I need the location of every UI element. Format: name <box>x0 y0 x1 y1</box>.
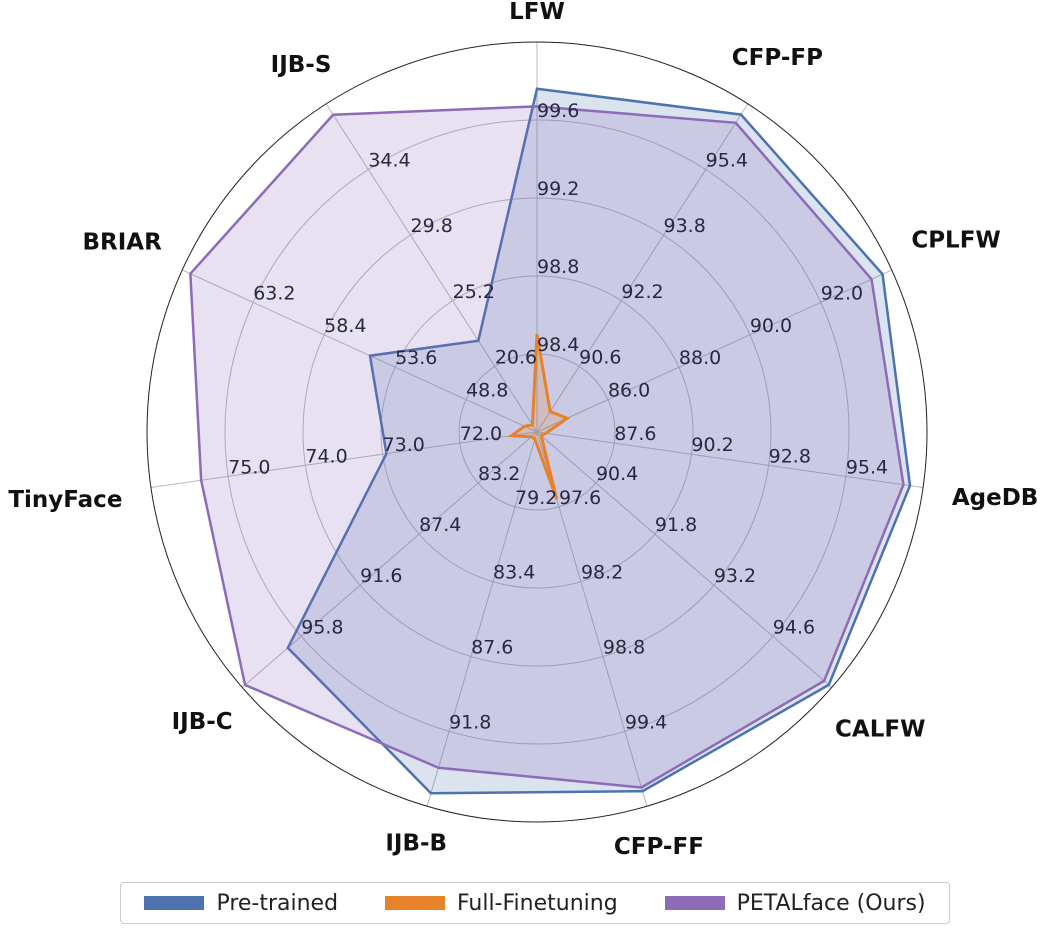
ring-tick-label: 93.2 <box>714 565 756 587</box>
ring-tick-label: 20.6 <box>495 346 537 368</box>
legend-swatch <box>664 896 725 910</box>
axis-label: CFP-FP <box>732 45 823 71</box>
axis-label: IJB-B <box>385 830 447 856</box>
ring-tick-label: 98.4 <box>537 334 579 356</box>
legend-label: PETALface (Ours) <box>736 890 926 916</box>
ring-tick-label: 90.6 <box>579 346 621 368</box>
radar-chart: 98.4 98.8 99.2 99.6 90.6 92.2 93.8 95.4 86.0 88.0… <box>8 0 1039 860</box>
ring-tick-label: 95.4 <box>846 456 888 478</box>
grid-spoke <box>426 431 538 807</box>
grid-spoke <box>536 431 833 688</box>
legend-item-full-finetuning: Full-Finetuning <box>384 890 618 916</box>
legend-swatch <box>384 896 445 910</box>
ring-tick-label: 95.4 <box>706 150 748 172</box>
axis-label: AgeDB <box>952 485 1039 511</box>
series-fill-0 <box>287 88 910 794</box>
legend-swatch <box>144 896 205 910</box>
ring-tick-label: 90.0 <box>750 315 792 337</box>
axis-label: IJB-C <box>172 709 233 735</box>
axis-label: IJB-S <box>271 52 332 78</box>
grid-spoke <box>182 269 538 433</box>
ring-tick-label: 75.0 <box>228 456 270 478</box>
grid-spoke <box>150 431 538 488</box>
ring-tick-label: 25.2 <box>453 281 495 303</box>
ring-tick-label: 86.0 <box>608 380 650 402</box>
ring-tick-label: 53.6 <box>395 347 437 369</box>
ring-tick-label: 93.8 <box>664 215 706 237</box>
series-fill-2 <box>190 106 904 788</box>
ring-tick-label: 87.6 <box>471 637 513 659</box>
axis-label: CPLFW <box>911 228 1000 254</box>
ring-tick-label: 91.8 <box>449 711 491 733</box>
ring-tick-label: 48.8 <box>466 380 508 402</box>
ring-tick-label: 91.8 <box>655 514 697 536</box>
series-line-0 <box>286 87 912 795</box>
ring-tick-label: 88.0 <box>679 347 721 369</box>
ring-tick-label: 97.6 <box>559 487 601 509</box>
ring-tick-label: 83.4 <box>493 562 535 584</box>
grid-spoke <box>536 103 749 433</box>
ring-tick-label: 72.0 <box>460 423 502 445</box>
ring-tick-label: 98.2 <box>581 562 623 584</box>
legend: Pre-trained Full-Finetuning PETALface (O… <box>120 882 950 924</box>
ring-tick-label: 91.6 <box>360 565 402 587</box>
axis-label: LFW <box>509 0 565 25</box>
ring-tick-label: 99.4 <box>625 711 667 733</box>
legend-item-pretrained: Pre-trained <box>144 891 338 916</box>
ring-tick-label: 79.2 <box>515 487 557 509</box>
ring-tick-label: 29.8 <box>410 215 452 237</box>
series-line-2 <box>189 105 905 789</box>
legend-item-petalface: PETALface (Ours) <box>664 890 926 916</box>
ring-tick-label: 73.0 <box>383 434 425 456</box>
axis-label: TinyFace <box>8 487 122 513</box>
series-fill-1 <box>511 334 568 500</box>
legend-label: Pre-trained <box>216 890 339 916</box>
ring-tick-label: 94.6 <box>773 616 815 638</box>
ring-tick-label: 92.2 <box>621 281 663 303</box>
ring-tick-label: 98.8 <box>603 637 645 659</box>
axis-label: BRIAR <box>82 230 162 256</box>
ring-tick-label: 74.0 <box>305 445 347 467</box>
ring-tick-label: 99.2 <box>537 178 579 200</box>
ring-tick-label: 87.4 <box>419 514 461 536</box>
ring-tick-label: 63.2 <box>253 282 295 304</box>
ring-tick-label: 58.4 <box>324 315 366 337</box>
grid-spoke <box>536 269 892 433</box>
ring-tick-label: 87.6 <box>614 423 656 445</box>
ring-tick-label: 99.6 <box>537 100 579 122</box>
ring-tick-label: 95.8 <box>301 616 343 638</box>
series-line-1 <box>507 334 571 500</box>
ring-tick-label: 83.2 <box>478 463 520 485</box>
axis-label: CFP-FF <box>614 834 704 860</box>
ring-tick-label: 92.8 <box>769 445 811 467</box>
grid-spoke <box>325 103 538 433</box>
axis-label: CALFW <box>835 716 925 742</box>
ring-tick-label: 92.0 <box>821 282 863 304</box>
legend-label: Full-Finetuning <box>456 890 618 916</box>
ring-tick-label: 34.4 <box>368 150 410 172</box>
grid-spoke <box>241 431 538 688</box>
outer-ring <box>146 41 928 823</box>
grid-spoke <box>536 431 924 488</box>
ring-tick-label: 90.2 <box>691 434 733 456</box>
ring-tick-label: 98.8 <box>537 256 579 278</box>
ring-tick-label: 90.4 <box>596 463 638 485</box>
